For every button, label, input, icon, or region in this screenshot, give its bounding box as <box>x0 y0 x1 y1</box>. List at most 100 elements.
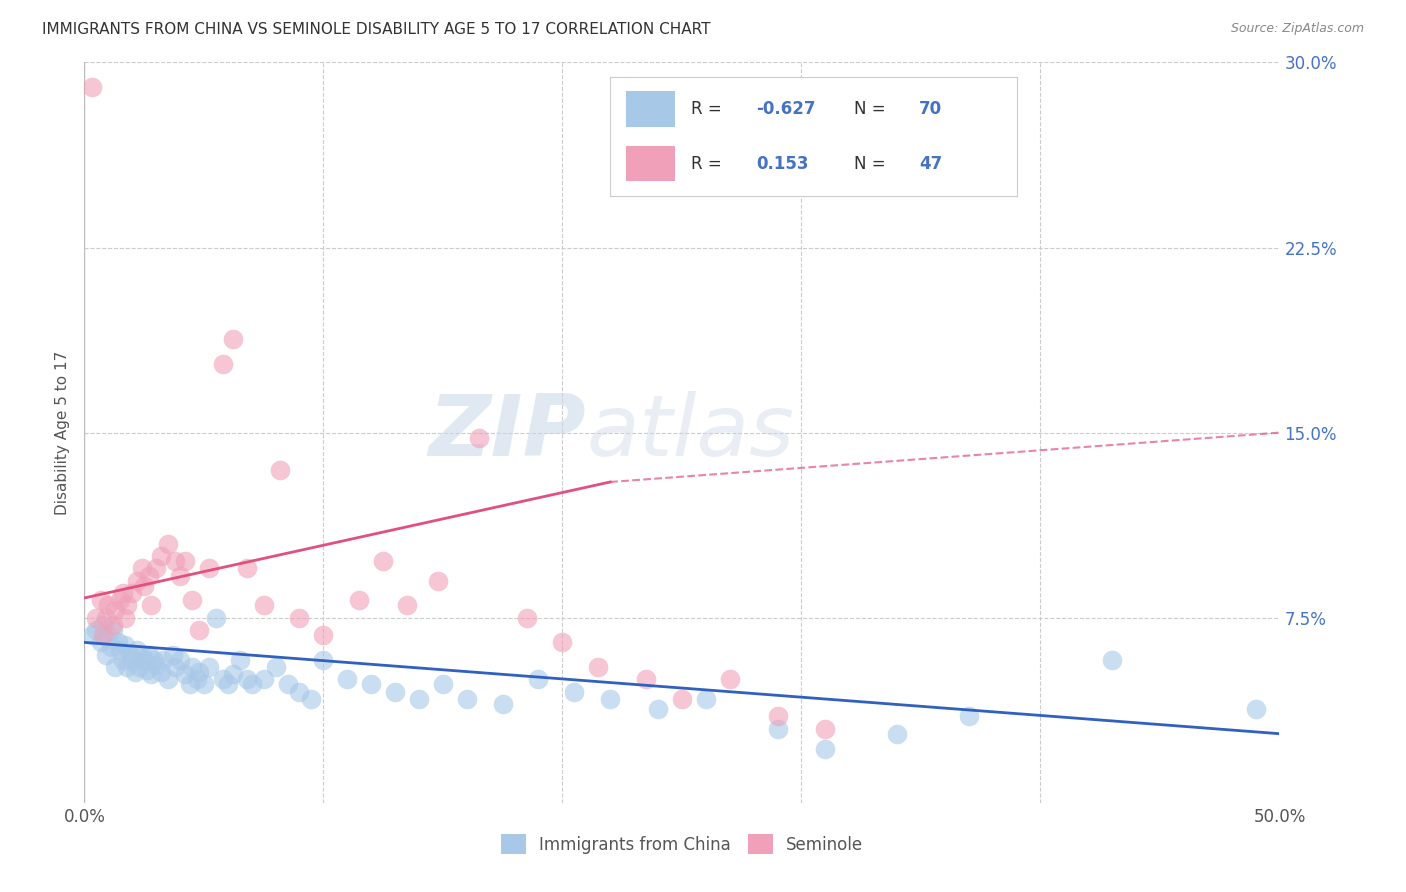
Point <box>253 673 276 687</box>
Point <box>312 628 335 642</box>
Point <box>240 677 263 691</box>
Point <box>551 635 574 649</box>
Point <box>169 653 191 667</box>
Point <box>221 667 243 681</box>
Point <box>814 722 837 736</box>
Point <box>110 593 132 607</box>
Point <box>141 667 163 681</box>
Point <box>588 660 610 674</box>
Point <box>93 628 115 642</box>
Point <box>814 741 837 756</box>
Point <box>121 653 143 667</box>
Point <box>253 599 276 613</box>
Point <box>114 638 136 652</box>
Point <box>288 685 311 699</box>
Point <box>173 554 195 568</box>
Point <box>181 660 204 674</box>
Point <box>1244 702 1267 716</box>
Point <box>396 599 419 613</box>
Point <box>117 599 139 613</box>
Point <box>188 623 211 637</box>
Point <box>718 673 741 687</box>
Point <box>312 653 335 667</box>
Point <box>957 709 980 723</box>
Point <box>86 610 108 624</box>
Point <box>86 623 108 637</box>
Text: ZIP: ZIP <box>429 391 586 475</box>
Point <box>124 665 146 679</box>
Point <box>205 610 228 624</box>
Point <box>145 561 167 575</box>
Point <box>107 635 129 649</box>
Point <box>173 667 195 681</box>
Point <box>135 663 157 677</box>
Point <box>80 80 103 95</box>
Point <box>186 673 208 687</box>
Point <box>93 618 115 632</box>
Point <box>636 673 658 687</box>
Point <box>138 648 160 662</box>
Point <box>886 727 908 741</box>
Point <box>212 673 235 687</box>
Point <box>181 593 204 607</box>
Point <box>131 561 153 575</box>
Point <box>179 677 201 691</box>
Point <box>217 677 239 691</box>
Point <box>111 586 134 600</box>
Point <box>695 692 717 706</box>
Point <box>492 697 515 711</box>
Text: Source: ZipAtlas.com: Source: ZipAtlas.com <box>1230 22 1364 36</box>
Point <box>90 635 112 649</box>
Point <box>671 692 693 706</box>
Point <box>408 692 430 706</box>
Point <box>97 599 120 613</box>
Point <box>165 660 187 674</box>
Point <box>456 692 478 706</box>
Point <box>101 623 124 637</box>
Point <box>132 579 156 593</box>
Point <box>138 568 160 582</box>
Point <box>193 677 215 691</box>
Point <box>117 660 139 674</box>
Point <box>564 685 586 699</box>
Point <box>432 677 454 691</box>
Y-axis label: Disability Age 5 to 17: Disability Age 5 to 17 <box>55 351 70 515</box>
Point <box>152 653 174 667</box>
Point <box>110 642 132 657</box>
Point <box>384 685 406 699</box>
Text: atlas: atlas <box>586 391 794 475</box>
Point <box>149 549 172 563</box>
Point <box>236 561 259 575</box>
Point <box>288 610 311 624</box>
Point <box>131 648 153 662</box>
Point <box>97 628 120 642</box>
Point <box>94 610 117 624</box>
Point <box>104 660 127 674</box>
Point <box>269 462 291 476</box>
Point <box>118 648 141 662</box>
Point <box>229 653 252 667</box>
Legend: Immigrants from China, Seminole: Immigrants from China, Seminole <box>494 828 870 861</box>
Point <box>157 536 180 550</box>
Point <box>80 628 103 642</box>
Point <box>125 574 148 588</box>
Point <box>516 610 538 624</box>
Point <box>128 660 150 674</box>
Point <box>360 677 382 691</box>
Point <box>766 722 789 736</box>
Point <box>149 665 172 679</box>
Point <box>647 702 669 716</box>
Point <box>212 357 235 371</box>
Point <box>236 673 259 687</box>
Point <box>277 677 299 691</box>
Point <box>169 568 191 582</box>
Point <box>527 673 550 687</box>
Point <box>1101 653 1123 667</box>
Point <box>197 561 219 575</box>
Point <box>197 660 219 674</box>
Point <box>188 665 211 679</box>
Point <box>142 653 165 667</box>
Point <box>141 599 163 613</box>
Point <box>264 660 287 674</box>
Point <box>349 593 371 607</box>
